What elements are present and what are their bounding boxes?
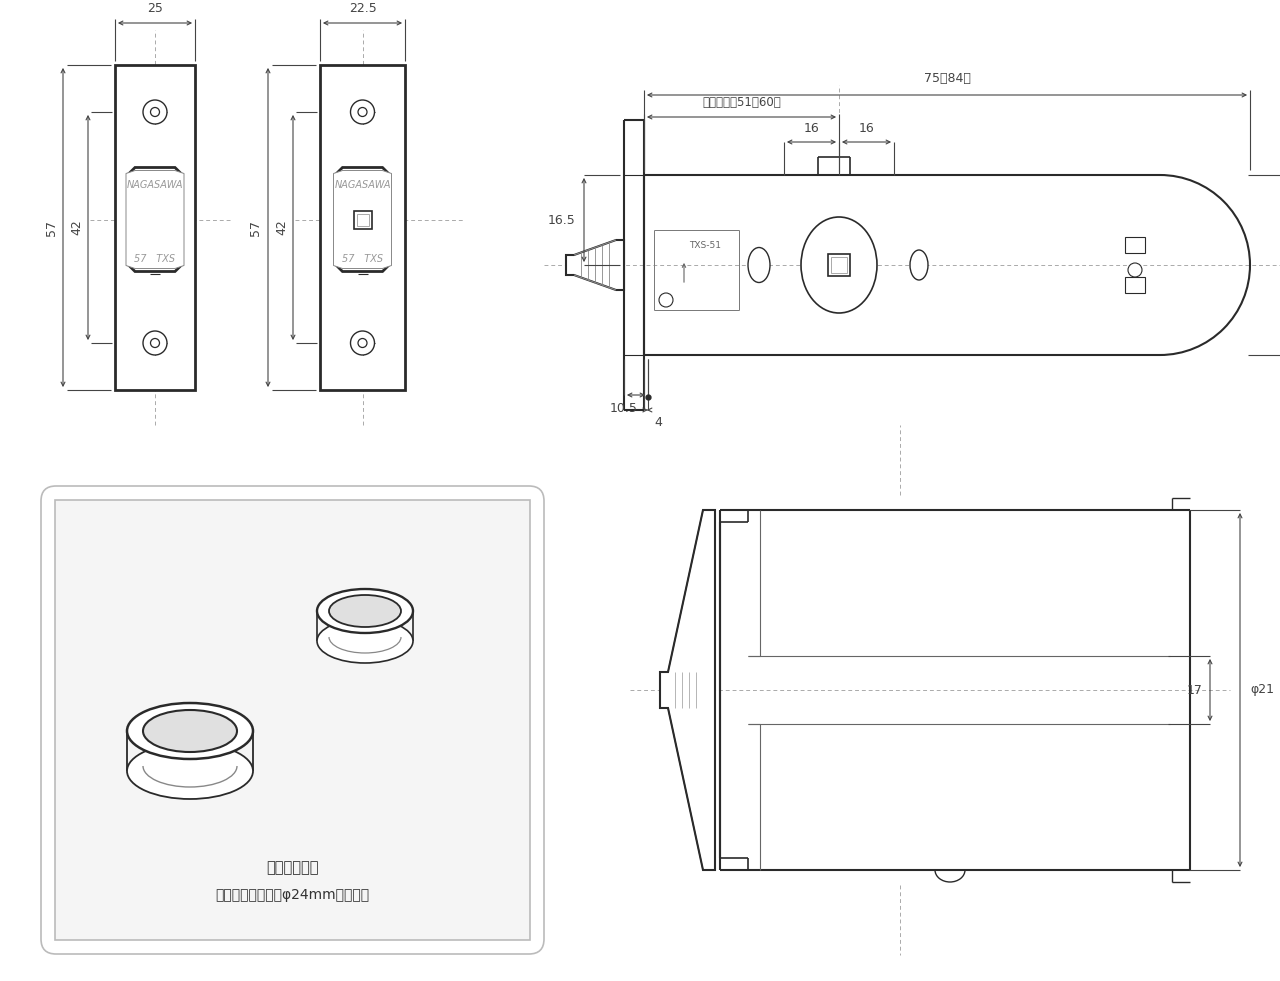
Text: NAGASAWA: NAGASAWA bbox=[127, 180, 183, 189]
Bar bbox=[353, 211, 371, 229]
Circle shape bbox=[1128, 263, 1142, 277]
Text: φ21: φ21 bbox=[1251, 684, 1274, 697]
Ellipse shape bbox=[748, 247, 771, 283]
Bar bbox=[828, 254, 850, 276]
Polygon shape bbox=[125, 171, 184, 269]
Polygon shape bbox=[129, 168, 180, 272]
Text: 75（84）: 75（84） bbox=[924, 73, 970, 85]
Text: 22.5: 22.5 bbox=[348, 3, 376, 16]
Text: 42: 42 bbox=[70, 220, 83, 235]
Text: NAGASAWA: NAGASAWA bbox=[334, 180, 390, 189]
Bar bbox=[831, 257, 847, 273]
Circle shape bbox=[351, 331, 375, 355]
Text: 16: 16 bbox=[804, 123, 819, 135]
Polygon shape bbox=[334, 171, 392, 269]
Bar bbox=[1125, 237, 1146, 253]
Bar bbox=[115, 65, 195, 390]
Text: 17: 17 bbox=[1187, 684, 1203, 697]
Text: 10.5: 10.5 bbox=[611, 402, 637, 416]
Ellipse shape bbox=[127, 743, 253, 799]
Text: 57: 57 bbox=[45, 220, 58, 235]
Text: 扇側面の穴の径がφ24mm時に使用: 扇側面の穴の径がφ24mm時に使用 bbox=[215, 888, 370, 902]
Polygon shape bbox=[337, 168, 389, 272]
Text: 調整用リング: 調整用リング bbox=[266, 860, 319, 875]
Ellipse shape bbox=[801, 217, 877, 313]
Ellipse shape bbox=[317, 619, 413, 663]
Ellipse shape bbox=[910, 250, 928, 280]
Text: TXS-51: TXS-51 bbox=[689, 240, 721, 249]
Text: 16.5: 16.5 bbox=[548, 214, 576, 227]
Circle shape bbox=[659, 293, 673, 307]
Ellipse shape bbox=[317, 589, 413, 633]
Circle shape bbox=[151, 338, 160, 347]
Polygon shape bbox=[660, 510, 716, 870]
Text: 25: 25 bbox=[147, 3, 163, 16]
Circle shape bbox=[151, 108, 160, 117]
Bar bbox=[357, 214, 369, 226]
Text: 4: 4 bbox=[654, 416, 662, 429]
Text: バックセツ51（60）: バックセツ51（60） bbox=[703, 96, 781, 110]
Text: 57 TXS: 57 TXS bbox=[134, 254, 175, 265]
Text: 57: 57 bbox=[250, 220, 262, 235]
Circle shape bbox=[351, 100, 375, 124]
FancyBboxPatch shape bbox=[55, 500, 530, 940]
Bar bbox=[320, 65, 404, 390]
Polygon shape bbox=[566, 240, 625, 290]
Circle shape bbox=[143, 100, 166, 124]
Text: 42: 42 bbox=[275, 220, 288, 235]
Circle shape bbox=[358, 108, 367, 117]
Text: 16: 16 bbox=[859, 123, 874, 135]
Ellipse shape bbox=[329, 595, 401, 627]
Ellipse shape bbox=[143, 710, 237, 752]
Circle shape bbox=[143, 331, 166, 355]
Ellipse shape bbox=[127, 703, 253, 759]
Text: 57 TXS: 57 TXS bbox=[342, 254, 383, 265]
Circle shape bbox=[358, 338, 367, 347]
Bar bbox=[1125, 277, 1146, 293]
